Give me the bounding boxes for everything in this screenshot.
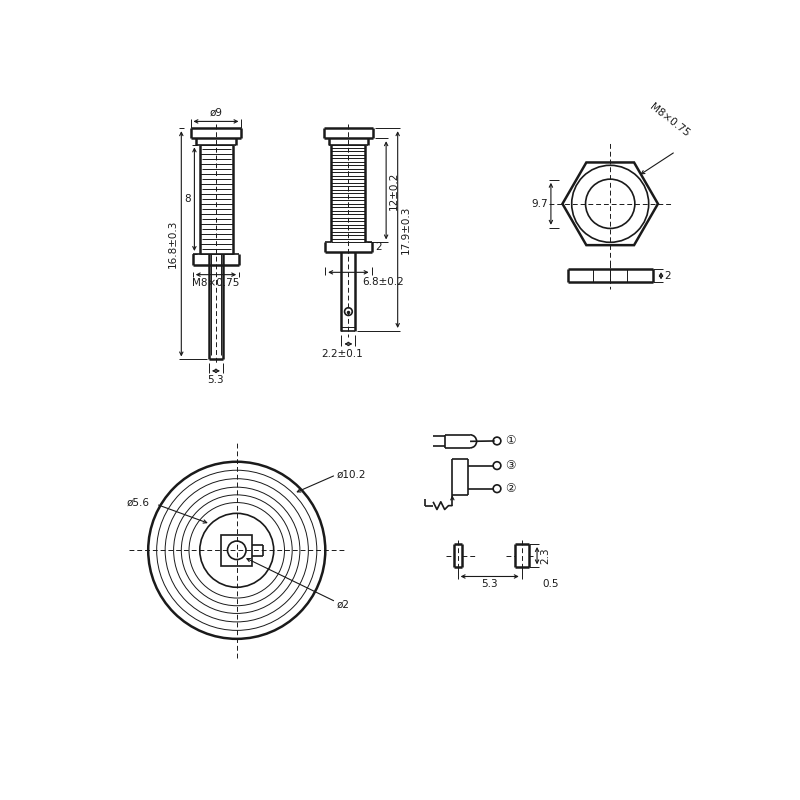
- Text: 2: 2: [375, 242, 382, 252]
- Text: ø2: ø2: [337, 599, 350, 610]
- Text: 2: 2: [664, 270, 670, 281]
- Text: 0.5: 0.5: [542, 578, 559, 589]
- Text: 9.7: 9.7: [531, 199, 548, 209]
- Bar: [222, 535, 252, 566]
- Text: 8: 8: [185, 194, 191, 204]
- Text: ø10.2: ø10.2: [337, 470, 366, 480]
- Text: 6.8±0.2: 6.8±0.2: [362, 277, 404, 287]
- Text: 5.3: 5.3: [208, 374, 224, 385]
- Text: ③: ③: [505, 459, 515, 472]
- Text: ②: ②: [505, 482, 515, 495]
- Text: 2.2±0.1: 2.2±0.1: [322, 349, 363, 358]
- Text: 2.3: 2.3: [540, 547, 550, 564]
- Text: 16.8±0.3: 16.8±0.3: [168, 220, 178, 268]
- Text: ø9: ø9: [210, 107, 222, 118]
- Text: ø5.6: ø5.6: [126, 498, 150, 507]
- Text: ①: ①: [505, 434, 515, 447]
- Text: 17.9±0.3: 17.9±0.3: [401, 206, 410, 254]
- Text: 5.3: 5.3: [482, 578, 498, 589]
- Text: 12±0.2: 12±0.2: [389, 171, 398, 210]
- Text: M8×0.75: M8×0.75: [192, 278, 240, 289]
- Text: M8×0.75: M8×0.75: [647, 102, 691, 138]
